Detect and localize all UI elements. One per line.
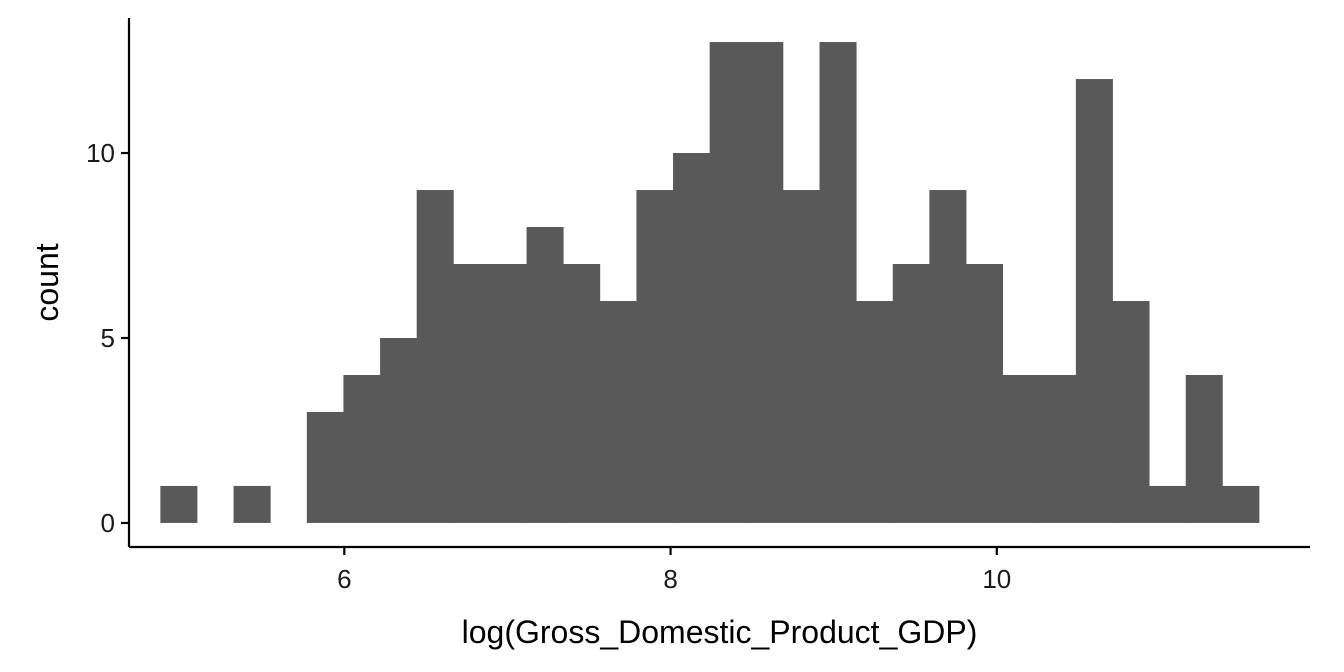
histogram-bar (453, 264, 491, 523)
histogram-bar (856, 300, 894, 523)
histogram-bar (929, 190, 967, 523)
histogram-bar (1002, 374, 1040, 523)
x-tick-label: 6 (337, 564, 351, 594)
y-axis-title: count (29, 243, 65, 321)
histogram-bar (673, 153, 711, 523)
histogram-bar (416, 190, 454, 523)
histogram-bar (1222, 485, 1260, 523)
x-tick-label: 8 (663, 564, 677, 594)
x-tick-label: 10 (982, 564, 1011, 594)
histogram-bar (1112, 300, 1150, 523)
histogram-bar (563, 264, 601, 523)
histogram-bar (1149, 485, 1187, 523)
histogram-bar (636, 190, 674, 523)
y-axis-ticks: 0 5 10 (86, 138, 129, 538)
histogram-bar (709, 42, 747, 523)
histogram-bar (782, 190, 820, 523)
histogram-bar (599, 300, 637, 523)
histogram-bar (233, 485, 271, 523)
histogram-bar (966, 264, 1004, 523)
histogram-bar (1185, 374, 1223, 523)
histogram-bar (892, 264, 930, 523)
histogram-bar (526, 227, 564, 523)
histogram-bar (489, 264, 527, 523)
y-tick-label: 5 (101, 323, 115, 353)
x-axis-ticks: 6 8 10 (337, 547, 1011, 594)
histogram-bar (1075, 79, 1113, 523)
x-axis-title: log(Gross_Domestic_Product_GDP) (462, 614, 978, 650)
histogram-bars (160, 42, 1260, 523)
histogram-bar (306, 411, 344, 523)
histogram-bar (160, 485, 198, 523)
histogram-bar (343, 374, 381, 523)
histogram-bar (380, 337, 418, 523)
histogram-bar (746, 42, 784, 523)
y-tick-label: 0 (101, 508, 115, 538)
histogram-bar (819, 42, 857, 523)
histogram-bar (1039, 374, 1077, 523)
y-tick-label: 10 (86, 138, 115, 168)
